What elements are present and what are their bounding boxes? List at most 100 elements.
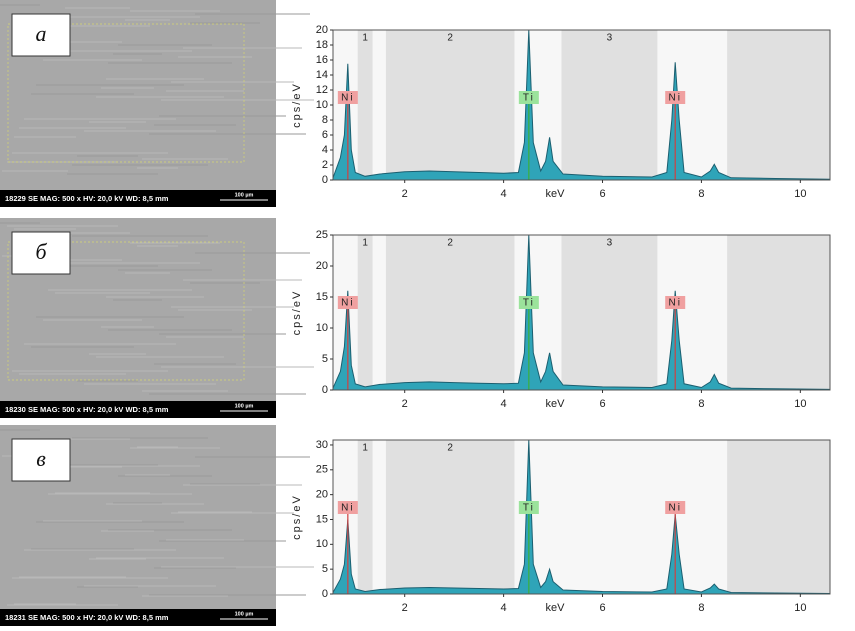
plot-frame — [332, 439, 831, 595]
peak-label-bg — [665, 296, 686, 309]
y-tick-label: 10 — [316, 322, 328, 334]
region-label: 3 — [607, 33, 613, 44]
x-tick-label: 10 — [794, 398, 806, 410]
x-axis-label: keV — [546, 398, 566, 410]
peak-label-bg — [518, 91, 539, 104]
region — [727, 440, 830, 594]
peak-label: Ni — [668, 298, 681, 309]
scale-label: 100 µm — [235, 192, 254, 198]
x-tick-label: 2 — [402, 398, 408, 410]
y-tick-label: 0 — [322, 588, 328, 600]
region — [385, 440, 515, 594]
panel-label: а — [36, 21, 47, 46]
x-tick-label: 4 — [501, 602, 507, 614]
scale-label: 100 µm — [235, 611, 254, 617]
roi-frame — [7, 23, 245, 163]
peak-label: Ti — [523, 93, 535, 104]
y-axis-label: cps/eV — [291, 82, 303, 128]
x-tick-label: 6 — [599, 398, 605, 410]
sem-caption: 18230 SE MAG: 500 x HV: 20,0 kV WD: 8,5 … — [5, 405, 169, 414]
region-label: 1 — [362, 33, 368, 44]
peak-label-bg — [337, 91, 358, 104]
x-axis-label: keV — [546, 602, 566, 614]
spectrum — [333, 440, 830, 594]
roi-frame — [7, 241, 245, 381]
spectrum — [333, 235, 830, 390]
x-tick-label: 2 — [402, 602, 408, 614]
spectrum — [333, 30, 830, 180]
sem-caption: 18229 SE MAG: 500 x HV: 20,0 kV WD: 8,5 … — [5, 194, 169, 203]
y-tick-label: 20 — [316, 489, 328, 501]
region-label: 1 — [362, 443, 368, 454]
y-tick-label: 2 — [322, 159, 328, 171]
y-tick-label: 12 — [316, 84, 328, 96]
x-tick-label: 10 — [794, 602, 806, 614]
y-tick-label: 4 — [322, 144, 328, 156]
region — [357, 30, 373, 180]
y-tick-label: 10 — [316, 538, 328, 550]
peak-label-bg — [337, 501, 358, 514]
label-box — [11, 231, 71, 275]
peak-label-bg — [665, 501, 686, 514]
caption-bar — [0, 190, 276, 207]
region-label: 2 — [447, 238, 453, 249]
y-tick-label: 20 — [316, 24, 328, 36]
region — [385, 30, 515, 180]
plot-frame — [332, 234, 831, 391]
x-tick-label: 8 — [698, 398, 704, 410]
label-box — [11, 438, 71, 482]
x-tick-label: 10 — [794, 188, 806, 200]
region-label: 1 — [362, 238, 368, 249]
y-tick-label: 0 — [322, 174, 328, 186]
y-tick-label: 5 — [322, 563, 328, 575]
y-tick-label: 15 — [316, 513, 328, 525]
y-tick-label: 10 — [316, 99, 328, 111]
caption-bar — [0, 401, 276, 418]
peak-label: Ti — [523, 298, 535, 309]
region — [385, 235, 515, 390]
y-tick-label: 0 — [322, 384, 328, 396]
y-axis-label: cps/eV — [291, 494, 303, 540]
peak-label: Ni — [668, 93, 681, 104]
peak-label: Ni — [341, 503, 354, 514]
y-tick-label: 18 — [316, 39, 328, 51]
scale-label: 100 µm — [235, 403, 254, 409]
x-tick-label: 4 — [501, 188, 507, 200]
y-tick-label: 15 — [316, 291, 328, 303]
y-tick-label: 25 — [316, 464, 328, 476]
y-tick-label: 30 — [316, 439, 328, 451]
x-tick-label: 4 — [501, 398, 507, 410]
peak-label: Ti — [523, 503, 535, 514]
y-tick-label: 8 — [322, 114, 328, 126]
peak-label: Ni — [341, 298, 354, 309]
y-tick-label: 25 — [316, 229, 328, 241]
region-label: 2 — [447, 443, 453, 454]
region — [357, 235, 373, 390]
x-tick-label: 2 — [402, 188, 408, 200]
region — [561, 235, 658, 390]
region-label: 3 — [607, 238, 613, 249]
peak-label-bg — [518, 501, 539, 514]
y-tick-label: 5 — [322, 353, 328, 365]
panel-label: в — [36, 446, 46, 471]
region-label: 2 — [447, 33, 453, 44]
x-tick-label: 6 — [599, 188, 605, 200]
label-box — [11, 13, 71, 57]
y-tick-label: 16 — [316, 54, 328, 66]
panel-label: б — [35, 239, 47, 264]
region — [727, 30, 830, 180]
peak-label-bg — [518, 296, 539, 309]
caption-bar — [0, 609, 276, 626]
peak-label-bg — [337, 296, 358, 309]
y-axis-label: cps/eV — [291, 290, 303, 336]
sem-caption: 18231 SE MAG: 500 x HV: 20,0 kV WD: 8,5 … — [5, 613, 169, 622]
y-tick-label: 20 — [316, 260, 328, 272]
peak-label: Ni — [668, 503, 681, 514]
region — [357, 440, 373, 594]
region — [727, 235, 830, 390]
x-axis-label: keV — [546, 188, 566, 200]
x-tick-label: 8 — [698, 602, 704, 614]
peak-label: Ni — [341, 93, 354, 104]
x-tick-label: 6 — [599, 602, 605, 614]
